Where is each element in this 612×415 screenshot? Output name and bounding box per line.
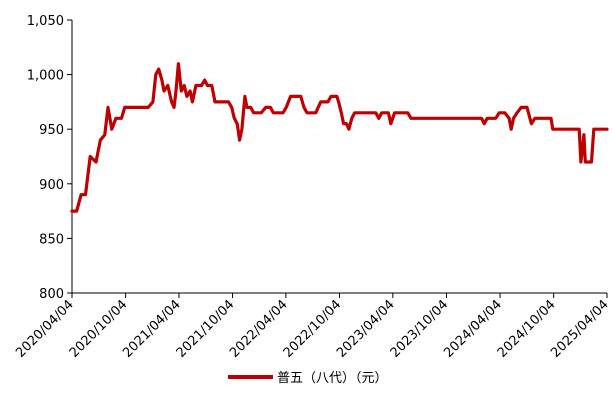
legend-label: 普五（八代）（元）	[277, 371, 388, 386]
series-line	[70, 62, 609, 213]
y-tick-label: 1,000	[27, 69, 64, 84]
y-tick-label: 1,050	[27, 14, 64, 29]
x-axis: 2020/04/042020/10/042021/04/042021/10/04…	[13, 292, 612, 361]
y-tick-label: 850	[39, 232, 64, 247]
y-tick-label: 800	[39, 287, 64, 302]
series-layer	[70, 62, 609, 213]
y-tick-label: 950	[39, 123, 64, 138]
x-tick-label: 2025/04/04	[548, 297, 612, 361]
y-axis: 800 850 900 950 1,000 1,050	[27, 14, 73, 302]
legend: 普五（八代）（元）	[228, 371, 388, 386]
y-tick-label: 900	[39, 178, 64, 193]
